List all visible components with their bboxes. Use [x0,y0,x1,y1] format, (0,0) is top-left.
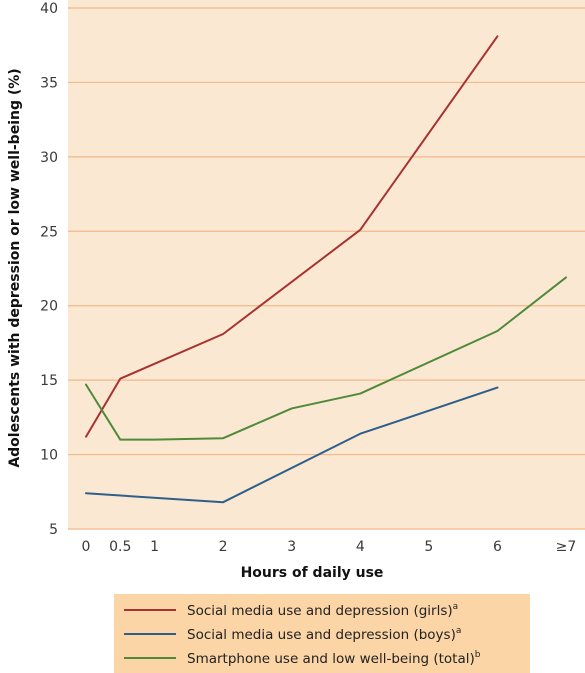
series-line-2 [85,386,499,504]
x-tick-label-7: ≥7 [556,539,577,555]
y-tick-label-20: 20 [40,299,58,315]
series-lines [85,35,567,504]
x-axis-ticks: 0 0.5 1 2 3 4 5 6 ≥7 [82,539,577,555]
y-tick-label-15: 15 [40,373,58,389]
y-axis-ticks: 5 10 15 20 25 30 35 40 [40,1,58,538]
y-tick-label-25: 25 [40,224,58,240]
x-tick-label-0.5: 0.5 [109,539,131,555]
y-tick-label-30: 30 [40,150,58,166]
x-tick-label-0: 0 [82,539,91,555]
x-tick-label-3: 3 [287,539,296,555]
gridlines [68,7,585,530]
series-line-3 [85,276,567,441]
x-tick-label-1: 1 [150,539,159,555]
legend-background [114,594,530,673]
x-tick-label-2: 2 [219,539,228,555]
x-tick-label-4: 4 [356,539,365,555]
legend-superscript-2: a [456,626,462,636]
legend: Social media use and depression (girls)a… [114,594,530,673]
legend-label-3: Smartphone use and low well-being (total… [187,650,481,667]
legend-superscript-3: b [475,650,481,660]
legend-superscript-1: a [453,602,459,612]
plot-background [68,0,585,529]
x-tick-label-5: 5 [424,539,433,555]
y-tick-label-10: 10 [40,448,58,464]
x-tick-label-6: 6 [493,539,502,555]
y-axis-title: Adolescents with depression or low well-… [7,68,23,467]
y-tick-label-35: 35 [40,75,58,91]
y-tick-label-5: 5 [49,522,58,538]
series-line-1 [85,35,499,438]
legend-label-2: Social media use and depression (boys)a [187,626,461,643]
x-axis-title: Hours of daily use [241,565,384,581]
legend-label-1: Social media use and depression (girls)a [187,602,458,619]
y-tick-label-40: 40 [40,1,58,17]
